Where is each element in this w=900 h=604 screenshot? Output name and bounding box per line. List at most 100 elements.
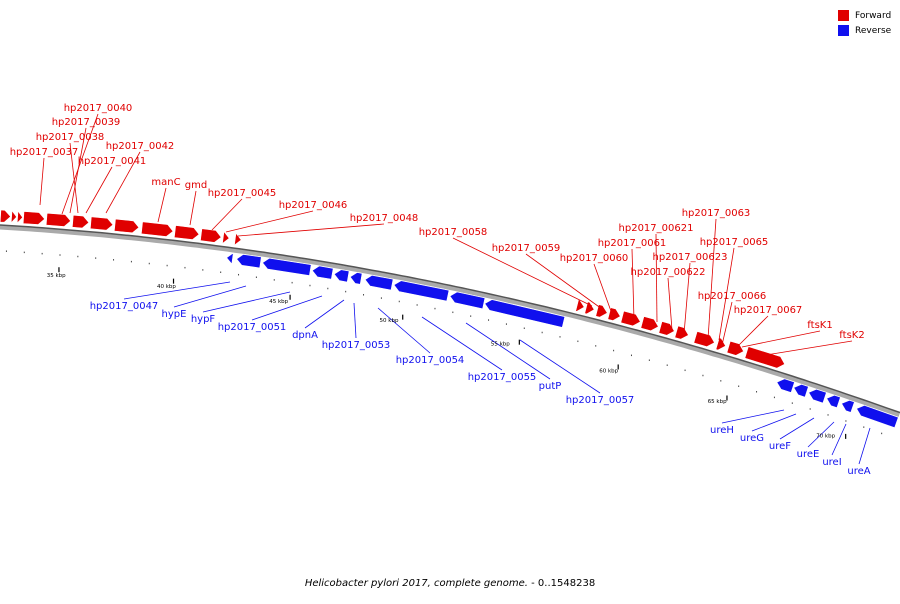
forward-gene-label: ftsK2: [839, 330, 864, 341]
forward-gene-label: hp2017_0066: [698, 291, 767, 302]
reverse-feature: [333, 269, 350, 283]
leader-line: [304, 299, 345, 329]
forward-gene-label: hp2017_0041: [78, 156, 147, 167]
leader-line: [189, 190, 197, 226]
forward-feature: [674, 325, 689, 340]
legend-forward-label: Forward: [855, 10, 892, 21]
forward-gene-label: hp2017_0063: [682, 208, 751, 219]
leader-line: [211, 198, 243, 231]
forward-gene-label: hp2017_0045: [208, 188, 277, 199]
forward-gene-label: hp2017_0065: [700, 237, 769, 248]
leader-line: [157, 187, 167, 223]
forward-feature: [222, 230, 230, 245]
leader-line: [237, 223, 385, 237]
forward-gene-label: hp2017_0061: [598, 238, 667, 249]
reverse-feature: [826, 394, 841, 409]
reverse-feature: [262, 257, 312, 276]
leader-line: [173, 285, 247, 308]
leader-line: [105, 151, 141, 214]
forward-feature: [113, 218, 140, 234]
forward-gene-label: gmd: [185, 180, 207, 191]
reverse-feature: [808, 388, 827, 404]
leader-line: [831, 423, 847, 456]
forward-feature: [200, 228, 222, 243]
leader-line: [69, 127, 87, 214]
reverse-feature: [841, 399, 855, 413]
scale-label: 65 kbp: [708, 399, 727, 405]
leader-line: [667, 277, 673, 331]
reverse-gene-label: hp2017_0055: [468, 372, 537, 383]
reverse-gene-label: hp2017_0047: [90, 301, 159, 312]
forward-feature: [0, 209, 12, 223]
forward-gene-label: hp2017_00623: [653, 252, 728, 263]
reverse-gene-label: ureI: [822, 457, 841, 468]
leader-line: [751, 413, 797, 432]
reverse-gene-label: hp2017_0057: [566, 395, 635, 406]
leader-line: [61, 113, 99, 215]
reverse-gene-label: hypE: [162, 309, 187, 320]
leader-line: [736, 315, 769, 348]
forward-feature: [10, 209, 17, 224]
forward-gene-label: hp2017_0038: [36, 132, 105, 143]
leader-line: [377, 307, 431, 354]
forward-feature: [595, 304, 608, 318]
reverse-gene-label: hp2017_0051: [218, 322, 287, 333]
legend: Forward Reverse: [838, 8, 891, 38]
forward-feature: [715, 337, 727, 351]
forward-feature: [607, 307, 621, 321]
reverse-gene-label: ureA: [847, 466, 870, 477]
leader-line: [69, 142, 79, 214]
legend-reverse-label: Reverse: [855, 25, 892, 36]
leader-line: [465, 322, 551, 380]
leader-line: [683, 262, 691, 335]
reverse-gene-label: hp2017_0054: [396, 355, 465, 366]
reverse-gene-label: ureF: [769, 441, 791, 452]
leader-line: [631, 248, 635, 321]
backbone-band: [0, 225, 900, 417]
forward-feature: [584, 301, 595, 315]
forward-feature: [234, 232, 242, 246]
leader-line: [123, 281, 231, 300]
reverse-feature: [236, 254, 262, 269]
reverse-feature: [226, 252, 234, 265]
reverse-gene-label: ureH: [710, 425, 734, 436]
forward-gene-label: hp2017_00621: [619, 223, 694, 234]
leader-line: [85, 166, 113, 214]
forward-gene-label: hp2017_00622: [631, 267, 706, 278]
forward-gene-label: hp2017_0060: [560, 253, 629, 264]
forward-feature: [71, 214, 90, 229]
leader-line: [225, 210, 314, 233]
leader-line: [718, 247, 735, 341]
scale-label: 50 kbp: [380, 318, 399, 324]
forward-gene-label: hp2017_0040: [64, 103, 133, 114]
scale-label: 35 kbp: [47, 273, 66, 279]
forward-feature: [140, 221, 174, 237]
forward-feature: [16, 210, 23, 224]
caption-organism: Helicobacter pylori 2017, complete genom…: [304, 578, 528, 589]
leader-line: [39, 157, 45, 206]
reverse-feature: [776, 378, 795, 393]
reverse-feature: [856, 405, 899, 429]
scale-label: 55 kbp: [491, 342, 510, 348]
forward-gene-label: ftsK1: [807, 320, 832, 331]
caption-range: - 0..1548238: [527, 578, 596, 589]
forward-feature: [89, 216, 114, 231]
forward-gene-label: hp2017_0046: [279, 200, 348, 211]
reverse-feature: [793, 383, 809, 398]
forward-gene-label: hp2017_0058: [419, 227, 488, 238]
forward-feature: [658, 321, 675, 336]
leader-line: [251, 295, 323, 321]
leader-line: [421, 316, 503, 371]
reverse-gene-label: ureE: [797, 449, 820, 460]
legend-reverse: Reverse: [838, 23, 891, 38]
leader-line: [721, 301, 733, 346]
forward-feature: [693, 331, 715, 348]
reverse-gene-label: ureG: [740, 433, 764, 444]
forward-gene-label: hp2017_0048: [350, 213, 419, 224]
scale-label: 70 kbp: [816, 434, 835, 440]
reverse-feature: [484, 299, 566, 328]
leader-line: [519, 339, 601, 394]
forward-gene-label: hp2017_0039: [52, 117, 121, 128]
legend-forward: Forward: [838, 8, 891, 23]
